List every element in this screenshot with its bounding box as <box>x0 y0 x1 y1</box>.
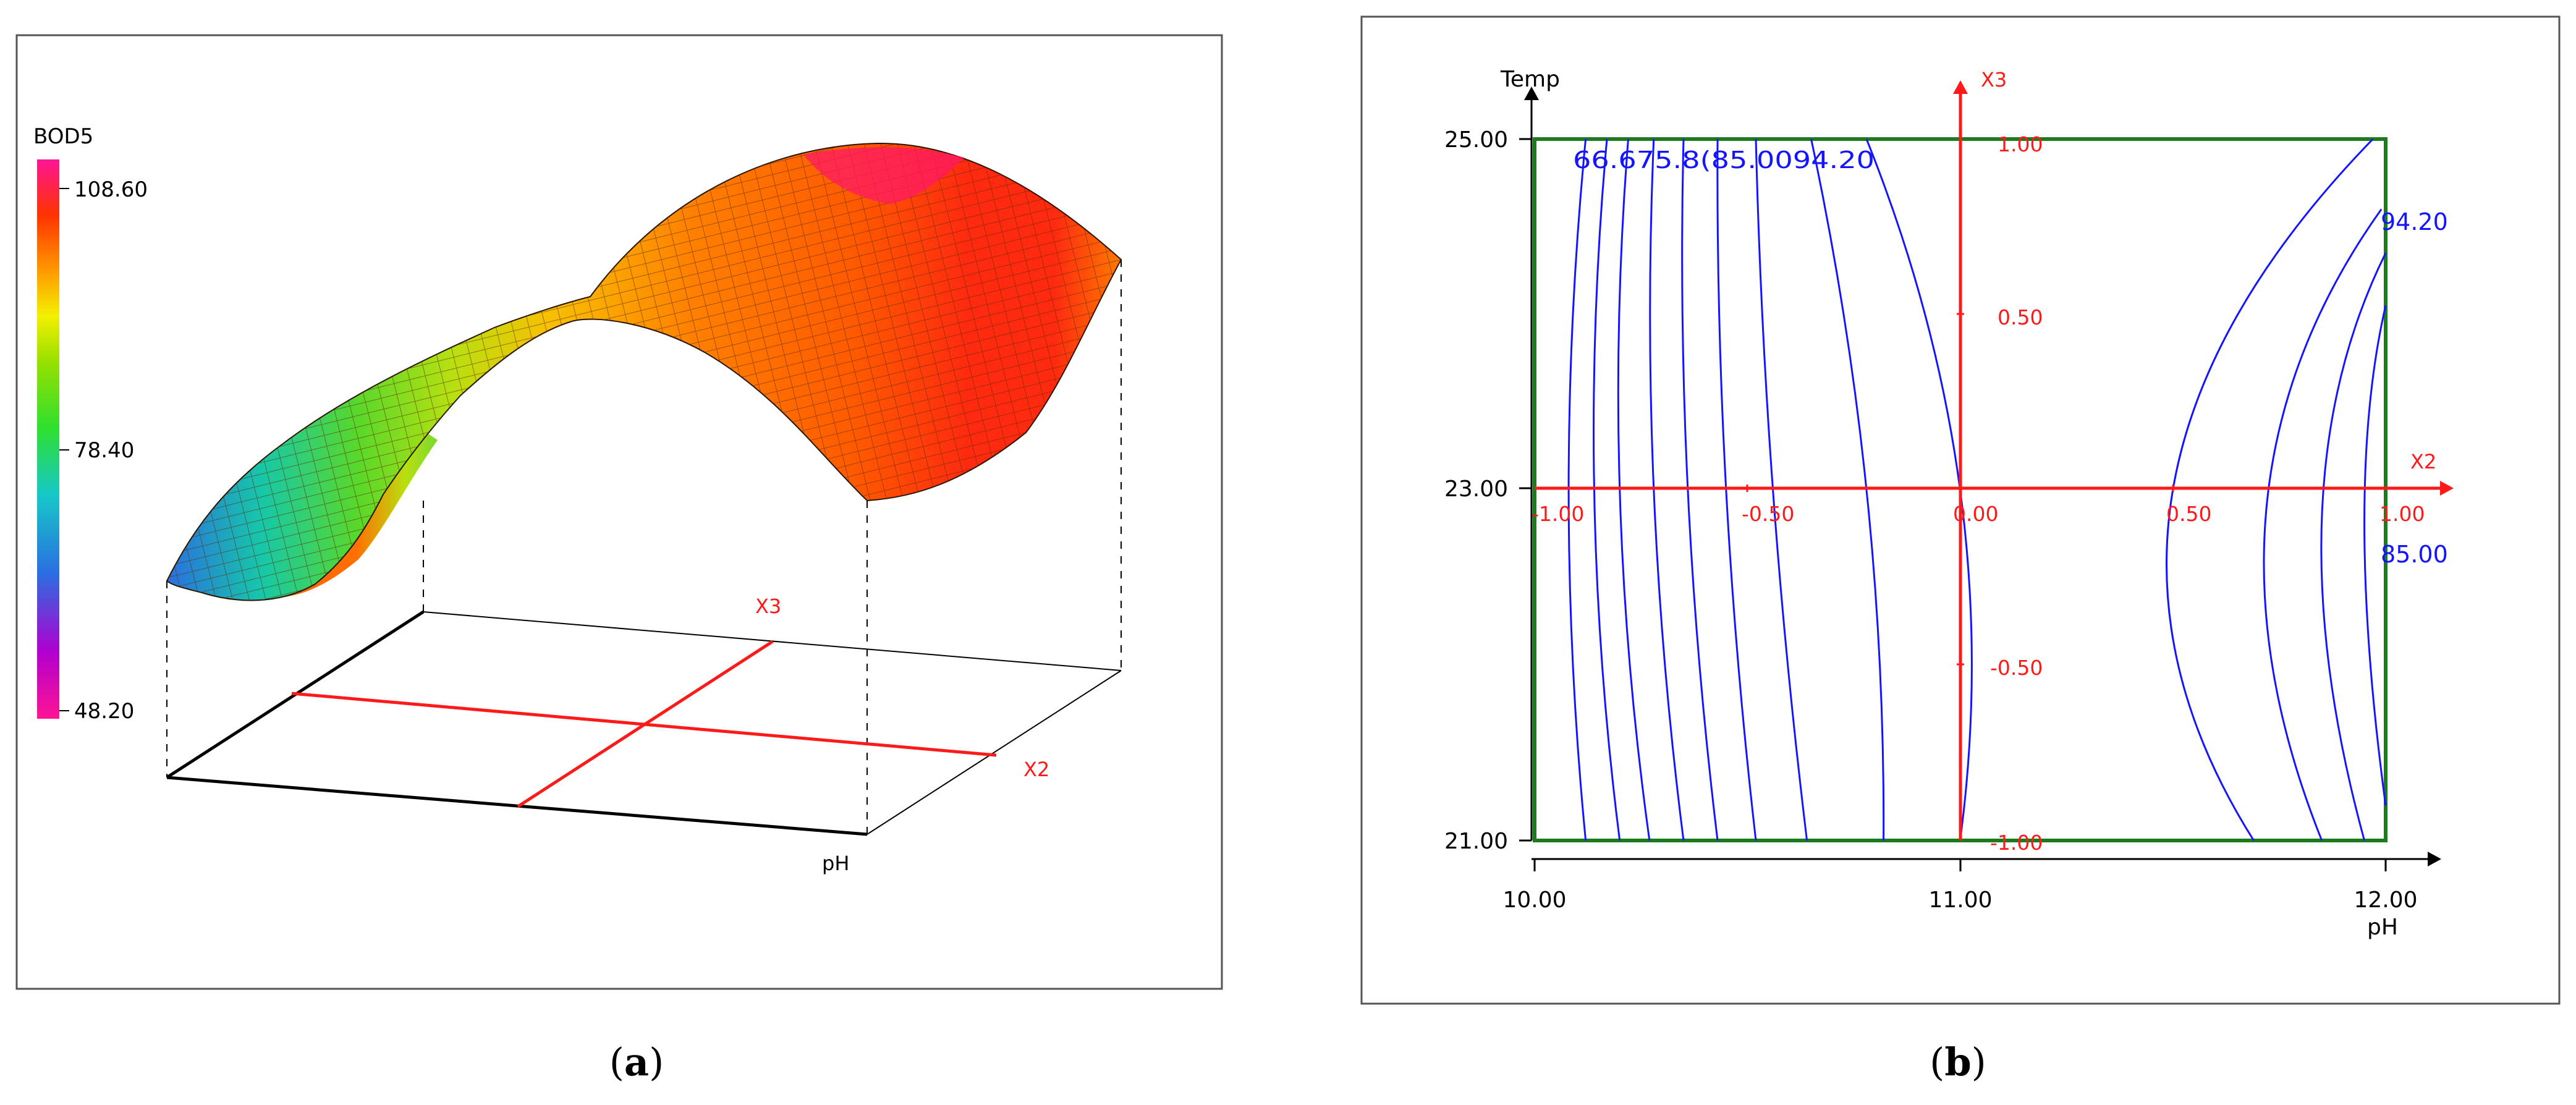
box-3d: X3 X2 pH <box>166 260 1122 875</box>
contour-line-right-10 <box>2263 208 2383 841</box>
coded-x-tick-label: -0.50 <box>1742 502 1794 526</box>
contour-labels-top: 66.675.8(85.0094.20 <box>1573 146 1875 174</box>
panel-a-label-letter: a <box>624 1039 649 1085</box>
contour-line-right-11 <box>2320 252 2387 841</box>
x-tick-label: 11.00 <box>1928 887 1992 913</box>
y-tick-label: 23.00 <box>1444 476 1508 502</box>
coded-x-ticks: -1.00 -0.50 0.00 0.50 1.00 <box>1532 485 2425 526</box>
box-right-edge <box>866 670 1122 835</box>
contour-label-right-upper: 94.20 <box>2381 208 2448 235</box>
coded-axis-x3-arrow <box>1953 80 1968 94</box>
colorbar-tick-lines <box>59 188 69 711</box>
panel-b: Temp pH 25.00 23.00 21.00 10.00 11.00 12… <box>1360 15 2561 1005</box>
surface-peak-band <box>803 147 964 204</box>
box-front-edge <box>166 776 868 836</box>
coded-axis-x2-label: X2 <box>1023 758 1049 781</box>
coded-y-tick-label: -1.00 <box>1990 831 2043 855</box>
coded-x-tick-label: 1.00 <box>2379 502 2425 526</box>
colorbar <box>37 159 59 719</box>
contour-line-right-12 <box>2363 305 2387 806</box>
panel-a-label-close: ) <box>649 1039 664 1085</box>
colorbar-tick-max: 108.60 <box>74 177 148 202</box>
y-ticks: 25.00 23.00 21.00 <box>1444 127 1532 854</box>
y-tick-label: 25.00 <box>1444 127 1508 153</box>
panel-b-label-letter: b <box>1944 1039 1971 1085</box>
ylabel-temp: Temp <box>1500 67 1560 92</box>
x-tick-label: 12.00 <box>2354 887 2417 913</box>
colorbar-tick-min: 48.20 <box>74 699 134 724</box>
xlabel-ph: pH <box>822 852 849 875</box>
panel-b-label-open: ( <box>1930 1039 1944 1085</box>
panel-a: BOD5 108.60 78.40 48.20 X3 X2 pH <box>15 34 1223 990</box>
zlabel: BOD5 <box>33 124 93 149</box>
coded-x-tick-label: -1.00 <box>1532 502 1584 526</box>
colorbar-tick-mid: 78.40 <box>74 438 134 463</box>
panel-a-label: (a) <box>609 1039 664 1085</box>
y-axis-arrow <box>1524 87 1539 100</box>
x-axis-arrow <box>2428 852 2441 866</box>
panel-b-label: (b) <box>1930 1039 1986 1085</box>
surface-mesh <box>167 143 1121 601</box>
coded-y-tick-label: 0.50 <box>1998 305 2043 329</box>
coded-axis-x3 <box>517 640 774 808</box>
coded-axis-x2-arrow <box>2440 481 2454 496</box>
y-tick-label: 21.00 <box>1444 829 1508 854</box>
coded-axis-x3-label: X3 <box>1981 68 2007 91</box>
coded-y-tick-label: -0.50 <box>1990 656 2043 680</box>
xlabel-ph: pH <box>2367 915 2398 940</box>
coded-y-tick-label: 1.00 <box>1998 132 2043 156</box>
coded-axis-x3-label: X3 <box>755 595 781 618</box>
coded-x-tick-label: 0.50 <box>2166 502 2211 526</box>
surface-3d <box>166 142 1122 601</box>
x-ticks: 10.00 11.00 12.00 <box>1502 859 2418 913</box>
coded-axis-x2-label: X2 <box>2410 450 2436 473</box>
coded-x-tick-label: 0.00 <box>1953 502 1998 526</box>
coded-y-ticks: 1.00 0.50 -0.50 -1.00 <box>1957 132 2043 855</box>
panel-a-frame <box>15 34 1223 990</box>
panel-a-label-open: ( <box>609 1039 624 1085</box>
panel-b-label-close: ) <box>1972 1039 1986 1085</box>
x-tick-label: 10.00 <box>1502 887 1566 913</box>
contour-label-right-lower: 85.00 <box>2381 541 2448 568</box>
